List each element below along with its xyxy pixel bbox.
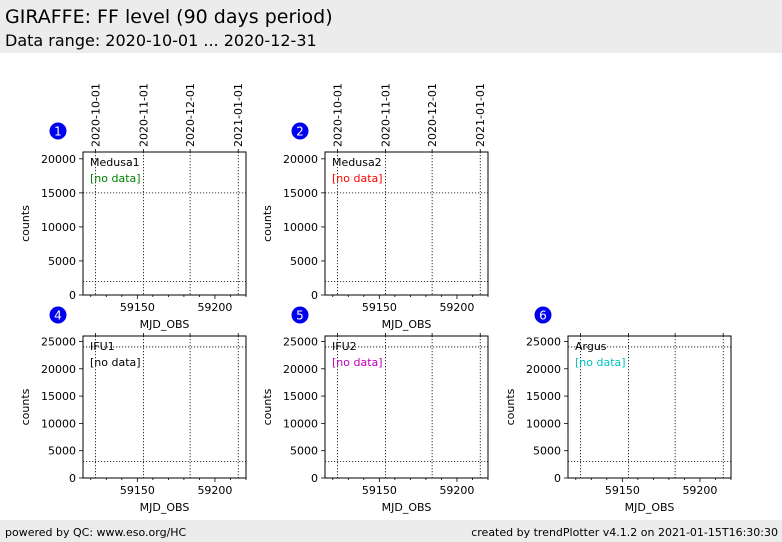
y-axis-label: counts <box>261 205 274 242</box>
date-tick-label: 2020-11-01 <box>138 83 151 147</box>
panel-6: 59150 59200 0 5000 10000 15000 20000 25000 MJD_O… <box>504 306 732 514</box>
y-tick-label: 5000 <box>48 445 76 458</box>
plot-frame <box>567 335 732 479</box>
y-tick-label: 15000 <box>526 390 561 403</box>
date-tick-label: 2020-11-01 <box>380 83 393 147</box>
panel-number-badge <box>49 122 67 140</box>
no-data-label: [no data] <box>332 172 383 185</box>
panel-label: Medusa1 <box>90 156 140 169</box>
y-tick-label: 20000 <box>283 363 318 376</box>
y-axis-label: counts <box>19 205 32 242</box>
no-data-label: [no data] <box>90 172 141 185</box>
x-tick-label: 59150 <box>362 301 397 314</box>
y-tick-label: 10000 <box>526 417 561 430</box>
y-tick-label: 10000 <box>283 221 318 234</box>
y-tick-label: 25000 <box>283 335 318 348</box>
y-tick-label: 0 <box>311 472 318 485</box>
y-tick-label: 10000 <box>283 417 318 430</box>
y-tick-label: 5000 <box>290 255 318 268</box>
page-title: GIRAFFE: FF level (90 days period) <box>5 6 333 28</box>
panel-4: 59150 59200 0 5000 10000 15000 20000 25000 MJD_O… <box>19 306 247 514</box>
y-tick-label: 25000 <box>526 335 561 348</box>
panel-label: Medusa2 <box>332 156 382 169</box>
panel-label: Argus <box>575 340 607 353</box>
y-tick-label: 15000 <box>41 390 76 403</box>
panel-number: 1 <box>54 125 62 139</box>
x-tick-label: 59200 <box>439 301 474 314</box>
y-axis-label: counts <box>261 388 274 425</box>
x-tick-label: 59150 <box>120 484 155 497</box>
panel-number: 4 <box>54 309 62 323</box>
plot-frame <box>324 151 489 296</box>
x-tick-label: 59150 <box>362 484 397 497</box>
panel-5: 59150 59200 0 5000 10000 15000 20000 25000 MJD_O… <box>261 306 489 514</box>
date-tick-label: 2021-01-01 <box>474 83 487 147</box>
panel-number-badge <box>291 306 309 324</box>
y-tick-label: 10000 <box>41 417 76 430</box>
page-footer: powered by QC: www.eso.org/HC created by… <box>0 520 782 542</box>
y-tick-label: 15000 <box>41 187 76 200</box>
page-header: GIRAFFE: FF level (90 days period) Data … <box>0 0 782 53</box>
date-tick-label: 2020-10-01 <box>331 83 344 147</box>
x-tick-label: 59200 <box>682 484 717 497</box>
date-tick-label: 2021-01-01 <box>232 83 245 147</box>
panel-1: 59150 59200 0 5000 10000 15000 20000 2020-10-01… <box>19 83 247 331</box>
date-tick-label: 2020-12-01 <box>426 83 439 147</box>
y-tick-label: 5000 <box>290 445 318 458</box>
x-axis-label: MJD_OBS <box>382 318 432 331</box>
no-data-label: [no data] <box>575 356 626 369</box>
y-tick-label: 5000 <box>48 255 76 268</box>
panel-number: 2 <box>296 125 304 139</box>
y-tick-label: 20000 <box>283 153 318 166</box>
panel-number-badge <box>534 306 552 324</box>
panel-number-badge <box>291 122 309 140</box>
y-tick-label: 5000 <box>533 445 561 458</box>
no-data-label: [no data] <box>90 356 141 369</box>
x-tick-label: 59200 <box>439 484 474 497</box>
y-tick-label: 0 <box>554 472 561 485</box>
panel-2: 59150 59200 0 5000 10000 15000 20000 2020-10-01… <box>261 83 489 331</box>
date-range-subtitle: Data range: 2020-10-01 ... 2020-12-31 <box>5 31 317 50</box>
y-tick-label: 10000 <box>41 221 76 234</box>
y-axis-label: counts <box>504 388 517 425</box>
panel-number-badge <box>49 306 67 324</box>
y-tick-label: 15000 <box>283 390 318 403</box>
x-axis-label: MJD_OBS <box>625 501 675 514</box>
no-data-label: [no data] <box>332 356 383 369</box>
plot-frame <box>82 335 247 479</box>
panel-label: IFU1 <box>90 340 115 353</box>
x-tick-label: 59200 <box>197 301 232 314</box>
plot-frame <box>82 151 247 296</box>
footer-created-by: created by trendPlotter v4.1.2 on 2021-0… <box>471 526 778 539</box>
y-tick-label: 15000 <box>283 187 318 200</box>
x-axis-label: MJD_OBS <box>382 501 432 514</box>
footer-powered-by: powered by QC: www.eso.org/HC <box>5 526 187 539</box>
panel-number: 6 <box>539 309 547 323</box>
y-tick-label: 0 <box>311 289 318 302</box>
panel-label: IFU2 <box>332 340 357 353</box>
x-axis-label: MJD_OBS <box>140 318 190 331</box>
panel-number: 5 <box>296 309 304 323</box>
date-tick-label: 2020-12-01 <box>184 83 197 147</box>
y-tick-label: 20000 <box>526 363 561 376</box>
date-tick-label: 2020-10-01 <box>89 83 102 147</box>
plot-frame <box>324 335 489 479</box>
y-tick-label: 0 <box>69 289 76 302</box>
x-tick-label: 59150 <box>120 301 155 314</box>
y-tick-label: 20000 <box>41 153 76 166</box>
y-tick-label: 0 <box>69 472 76 485</box>
y-axis-label: counts <box>19 388 32 425</box>
y-tick-label: 20000 <box>41 363 76 376</box>
x-tick-label: 59150 <box>605 484 640 497</box>
y-tick-label: 25000 <box>41 335 76 348</box>
x-tick-label: 59200 <box>197 484 232 497</box>
x-axis-label: MJD_OBS <box>140 501 190 514</box>
